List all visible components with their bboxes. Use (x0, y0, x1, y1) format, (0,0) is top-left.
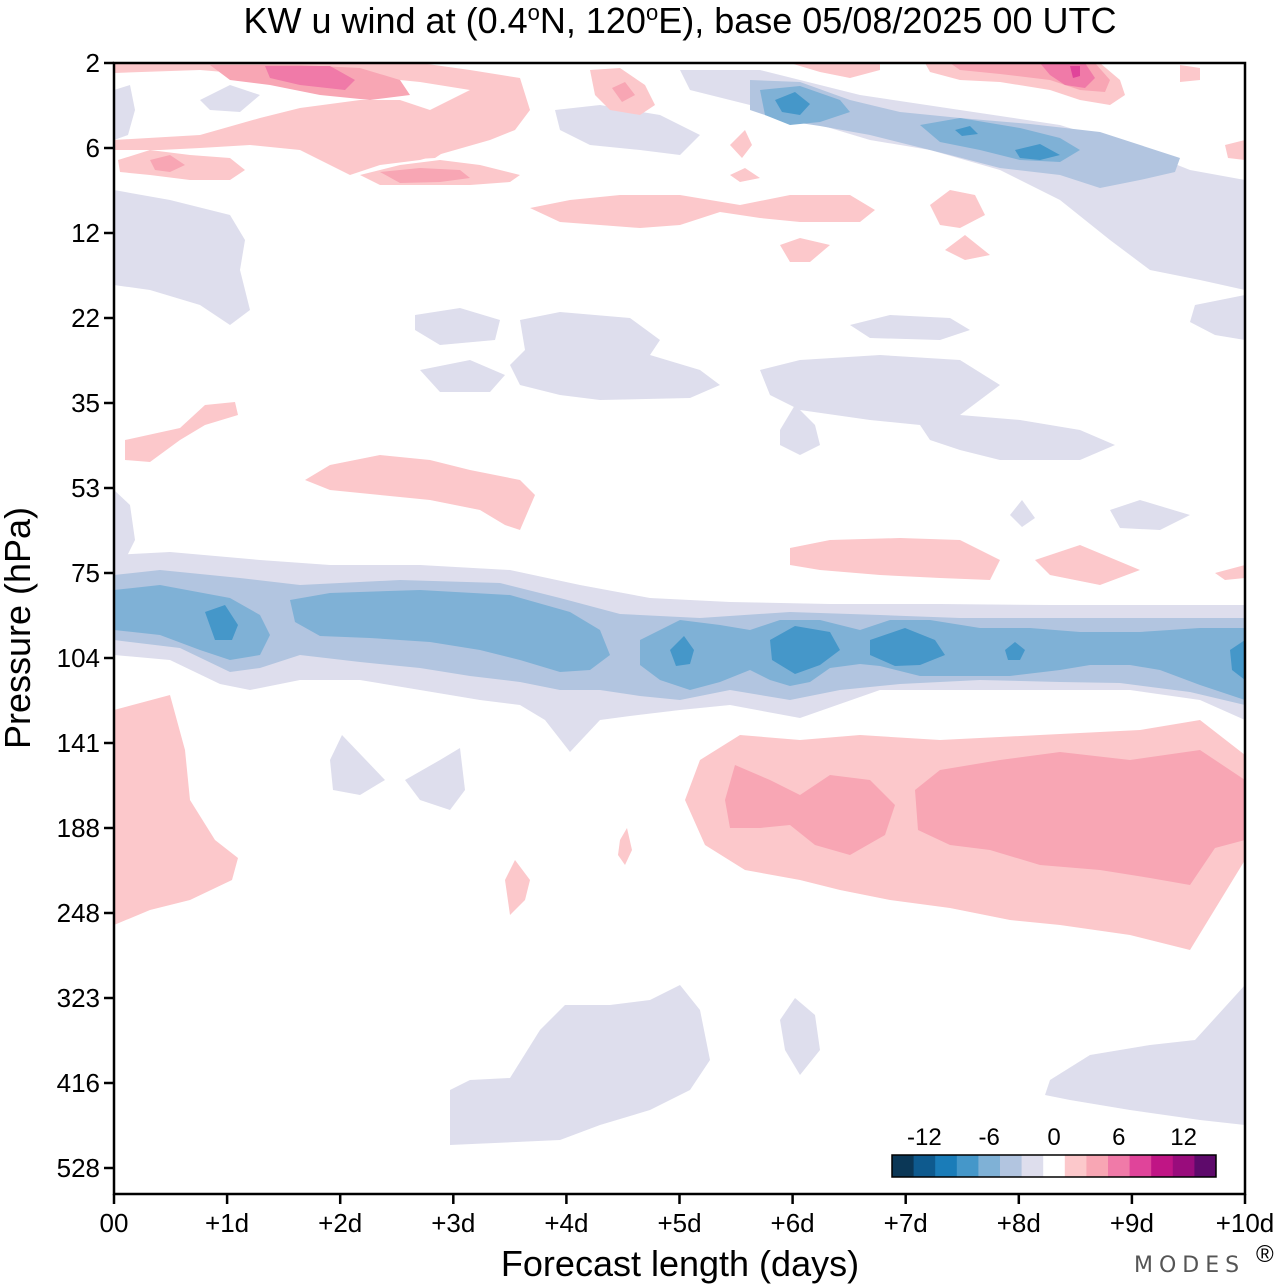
colorbar-swatch (892, 1155, 915, 1177)
y-axis-title: Pressure (hPa) (0, 507, 38, 749)
contour-region-strat-easterly-f (780, 405, 820, 455)
x-axis: 00 +1d +2d +3d +4d +5d +6d +7d +8d +9d +10d (100, 1194, 1275, 1238)
colorbar-swatch (1108, 1155, 1131, 1177)
colorbar-swatch (1064, 1155, 1087, 1177)
colorbar-swatch (913, 1155, 936, 1177)
contour-region-strat-easterly-d (760, 355, 1115, 460)
contour-region-strat-easterly-c (420, 360, 505, 392)
title-degree-2: o (646, 0, 658, 25)
colorbar-swatch (1194, 1155, 1217, 1177)
contour-top-westerly-strong (265, 66, 355, 90)
x-tick-label: +2d (318, 1208, 362, 1238)
y-tick-label: 323 (57, 983, 100, 1013)
colorbar-swatch (1172, 1155, 1195, 1177)
x-tick-label: 00 (100, 1208, 129, 1238)
x-tick-label: +10d (1216, 1208, 1275, 1238)
contour-westerly-dot-1 (505, 860, 530, 915)
contour-region-top-easterly (555, 105, 700, 155)
colorbar-swatch (1021, 1155, 1044, 1177)
title-part-3: E), base 05/08/2025 00 UTC (658, 0, 1116, 41)
colorbar-frame (891, 1154, 1217, 1178)
y-tick-label: 6 (86, 133, 100, 163)
contour-strat-53-westerly (305, 455, 535, 530)
contour-region-top-left-easterly (114, 85, 135, 140)
contour-region-strat-easterly-e (850, 315, 970, 340)
y-tick-label: 248 (57, 898, 100, 928)
contour-westerly-dot-2 (618, 828, 632, 865)
contour-upper-easterly-level-3 (760, 86, 1080, 162)
y-tick-label: 75 (71, 558, 100, 588)
contour-region-top-easterly-dot (200, 85, 260, 112)
colorbar-swatch (956, 1155, 979, 1177)
contour-top-right-westerly-light (790, 63, 1245, 160)
contour-upper-easterly-level-4 (775, 92, 1060, 160)
contour-region-strat-easterly-a (415, 308, 500, 345)
y-tick-label: 104 (57, 643, 100, 673)
y-tick-label: 528 (57, 1153, 100, 1183)
brand-registered-mark: ® (1256, 1241, 1274, 1268)
contour-mid-trop-easterly (450, 985, 710, 1145)
contour-strat-45-westerly (125, 402, 238, 462)
colorbar-label: -12 (907, 1124, 942, 1151)
x-tick-label: +3d (431, 1208, 475, 1238)
y-tick-label: 22 (71, 303, 100, 333)
contour-top-right-westerly-max (1070, 66, 1080, 78)
colorbar-label: 0 (1047, 1124, 1060, 1151)
x-tick-label: +6d (771, 1208, 815, 1238)
contour-region-strat-easterly-g (1110, 500, 1190, 530)
contour-strat-80-westerly (790, 538, 1245, 585)
colorbar: -12 -6 0 6 12 (891, 1124, 1217, 1178)
y-tick-label: 141 (57, 728, 100, 758)
title-degree-1: o (528, 0, 540, 25)
chart-title: KW u wind at (0.4oN, 120oE), base 05/08/… (244, 0, 1117, 41)
y-tick-label: 416 (57, 1068, 100, 1098)
colorbar-swatch (1129, 1155, 1152, 1177)
y-tick-label: 2 (86, 48, 100, 78)
contour-lower-right-easterly (1045, 985, 1245, 1125)
contour-8hpa-westerly (530, 195, 875, 228)
colorbar-swatch (1043, 1155, 1066, 1177)
x-tick-label: +8d (997, 1208, 1041, 1238)
colorbar-swatch (1151, 1155, 1174, 1177)
contour-top-right-westerly-strong (1040, 63, 1095, 88)
colorbar-swatch (1086, 1155, 1109, 1177)
x-tick-label: +5d (657, 1208, 701, 1238)
x-tick-label: +7d (884, 1208, 928, 1238)
y-tick-label: 35 (71, 388, 100, 418)
contour-region-strat-easterly-b (510, 312, 720, 400)
contour-region-strat-easterly-h (1010, 500, 1035, 527)
contour-region-left-strat-easterly (114, 190, 250, 325)
colorbar-label: -6 (979, 1124, 1000, 1151)
y-tick-label: 188 (57, 813, 100, 843)
y-tick-label: 53 (71, 473, 100, 503)
x-tick-label: +4d (544, 1208, 588, 1238)
title-part-1: KW u wind at (0.4 (244, 0, 528, 41)
contour-easterly-small-2 (405, 748, 465, 810)
brand-logo: MODES (1134, 1253, 1245, 1278)
contour-upper-trop-westerly-mid (725, 750, 1245, 885)
y-axis: 2 6 12 22 35 53 75 104 141 188 248 323 416 528 (57, 48, 114, 1183)
contour-westerly-misc-1 (730, 130, 990, 262)
y-tick-label: 12 (71, 218, 100, 248)
contour-mid-trop-easterly-2 (780, 998, 820, 1075)
contour-top-centre-westerly-mid (612, 82, 635, 102)
colorbar-swatch (978, 1155, 1001, 1177)
contour-6hpa-westerly-mid (150, 155, 470, 183)
x-tick-label: +1d (205, 1208, 249, 1238)
contour-left-trop-westerly (114, 695, 238, 925)
contour-region-left-55-easterly (114, 490, 135, 565)
contour-fills (114, 63, 1245, 1145)
colorbar-label: 12 (1170, 1124, 1197, 1151)
contour-easterly-small-1 (330, 735, 385, 795)
contour-region-right-strat-easterly (1190, 295, 1245, 340)
x-axis-title: Forecast length (days) (501, 1243, 859, 1284)
colorbar-swatch (935, 1155, 958, 1177)
x-tick-label: +9d (1110, 1208, 1154, 1238)
title-part-2: N, 120 (540, 0, 646, 41)
colorbar-swatch (1000, 1155, 1023, 1177)
colorbar-label: 6 (1112, 1124, 1125, 1151)
